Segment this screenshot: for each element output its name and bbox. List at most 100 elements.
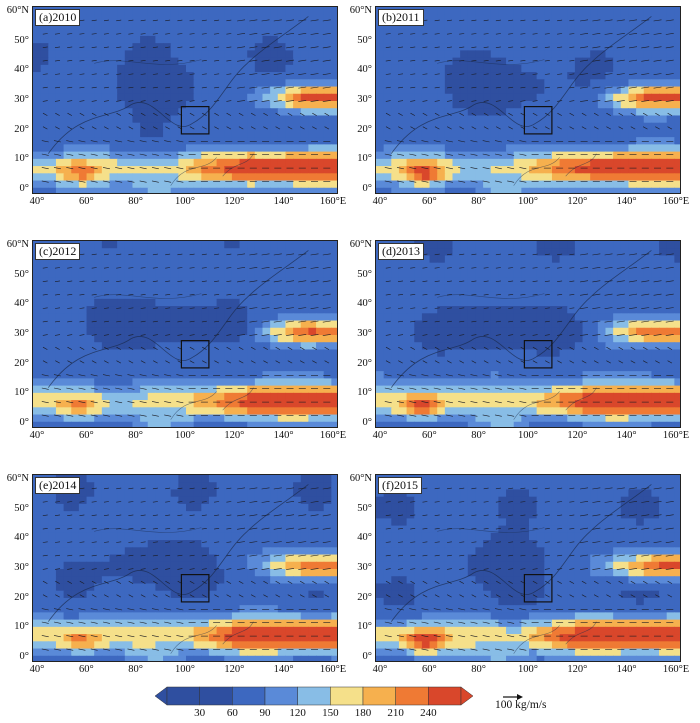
flux-field-map (33, 475, 337, 661)
y-tick-label: 60°N (6, 473, 29, 484)
x-tick-label: 100° (175, 664, 195, 675)
map-frame: (e)2014 (32, 474, 338, 662)
x-tick-label: 100° (175, 196, 195, 207)
y-tick-label: 10° (357, 621, 372, 633)
y-tick-label: 40° (14, 532, 29, 544)
x-tick-label: 120° (567, 430, 588, 441)
reference-vector (495, 689, 585, 717)
y-tick-label: 40° (357, 64, 372, 76)
y-tick-label: 50° (357, 268, 372, 280)
study-area-box (523, 105, 553, 135)
study-area-box (180, 339, 210, 369)
flux-field-map (33, 241, 337, 427)
colorbar-tick-label: 90 (259, 707, 271, 719)
y-tick-label: 30° (357, 94, 372, 105)
x-tick-label: 40° (372, 196, 388, 207)
x-tick-label: 160°E (319, 664, 347, 675)
y-tick-label: 50° (357, 502, 372, 514)
x-tick-label: 80° (128, 196, 144, 207)
x-tick-label: 100° (518, 664, 538, 675)
map-frame: (f)2015 (375, 474, 681, 662)
colorbar-tick-label: 60 (226, 707, 238, 719)
map-frame: (c)2012 (32, 240, 338, 428)
x-tick-label: 60° (78, 664, 94, 675)
y-tick-label: 10° (14, 387, 29, 399)
x-tick-label: 60° (421, 430, 437, 441)
x-tick-label: 60° (421, 664, 437, 675)
panel-label: (b)2011 (378, 9, 424, 26)
y-tick-label: 50° (357, 34, 372, 46)
y-tick-label: 30° (14, 328, 29, 339)
y-tick-label: 30° (14, 94, 29, 105)
y-tick-label: 40° (357, 532, 372, 544)
panel-label: (c)2012 (35, 243, 81, 260)
x-tick-label: 60° (78, 430, 94, 441)
x-tick-label: 40° (372, 430, 388, 441)
x-tick-label: 100° (518, 430, 538, 441)
x-tick-label: 160°E (662, 430, 690, 441)
y-tick-label: 20° (357, 357, 372, 369)
y-tick-label: 30° (357, 562, 372, 573)
x-tick-label: 160°E (662, 196, 690, 207)
flux-field-map (376, 475, 680, 661)
flux-field-map (376, 7, 680, 193)
study-area-box (180, 573, 210, 603)
y-tick-label: 20° (357, 591, 372, 603)
y-tick-label: 30° (14, 562, 29, 573)
x-tick-label: 60° (421, 196, 437, 207)
study-area-box (523, 573, 553, 603)
map-frame: (b)2011 (375, 6, 681, 194)
y-tick-label: 20° (357, 123, 372, 135)
reference-vector-label: 100 kg/m/s (495, 699, 547, 711)
colorbar-graphic (154, 686, 474, 706)
x-tick-label: 160°E (319, 196, 347, 207)
panel-label: (d)2013 (378, 243, 424, 260)
x-tick-label: 40° (29, 430, 45, 441)
x-tick-label: 80° (471, 664, 487, 675)
x-tick-label: 80° (128, 430, 144, 441)
x-tick-label: 160°E (319, 430, 347, 441)
y-tick-label: 10° (14, 621, 29, 633)
x-tick-label: 40° (372, 664, 388, 675)
y-tick-label: 0° (362, 651, 372, 662)
x-tick-label: 140° (273, 430, 294, 441)
x-tick-label: 160°E (662, 664, 690, 675)
y-tick-label: 60°N (349, 473, 372, 484)
y-tick-label: 50° (14, 34, 29, 46)
x-tick-label: 140° (616, 430, 637, 441)
y-tick-label: 0° (362, 183, 372, 194)
map-frame: (a)2010 (32, 6, 338, 194)
colorbar-tick-label: 120 (289, 707, 306, 719)
y-tick-label: 0° (19, 417, 29, 428)
y-tick-label: 0° (19, 651, 29, 662)
x-tick-label: 100° (518, 196, 538, 207)
y-tick-label: 20° (14, 123, 29, 135)
x-tick-label: 80° (128, 664, 144, 675)
y-tick-label: 10° (357, 387, 372, 399)
y-tick-label: 20° (14, 357, 29, 369)
flux-field-map (376, 241, 680, 427)
map-frame: (d)2013 (375, 240, 681, 428)
y-tick-label: 60°N (6, 5, 29, 16)
colorbar-tick-label: 150 (322, 707, 339, 719)
panel-label: (e)2014 (35, 477, 81, 494)
panel-label: (a)2010 (35, 9, 81, 26)
x-tick-label: 120° (224, 430, 245, 441)
x-tick-label: 40° (29, 664, 45, 675)
colorbar-tick-label: 240 (420, 707, 437, 719)
x-tick-label: 80° (471, 430, 487, 441)
y-tick-label: 0° (362, 417, 372, 428)
x-tick-label: 120° (567, 664, 588, 675)
colorbar-tick-label: 30 (194, 707, 206, 719)
y-tick-label: 40° (357, 298, 372, 310)
y-tick-label: 60°N (349, 5, 372, 16)
x-tick-label: 120° (224, 664, 245, 675)
study-area-box (523, 339, 553, 369)
reference-arrow-icon (503, 694, 523, 700)
x-tick-label: 140° (616, 664, 637, 675)
y-tick-label: 10° (357, 153, 372, 165)
x-tick-label: 140° (273, 664, 294, 675)
study-area-box (180, 105, 210, 135)
y-tick-label: 50° (14, 502, 29, 514)
y-tick-label: 0° (19, 183, 29, 194)
